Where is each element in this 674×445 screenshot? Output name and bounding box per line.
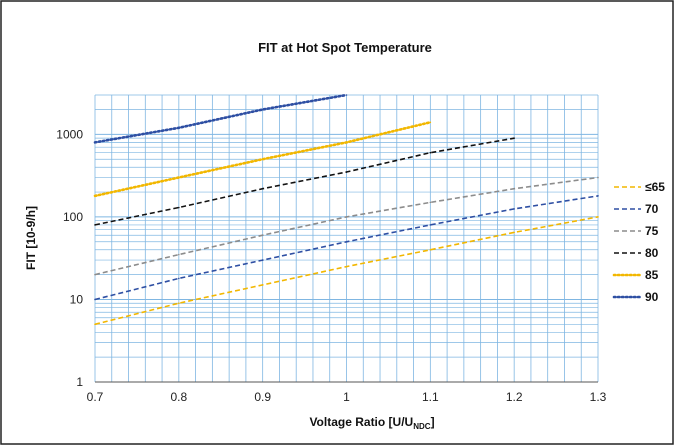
series-point: [261, 259, 264, 261]
x-tick-label: 0.7: [87, 390, 104, 404]
y-tick-label: 1: [76, 375, 83, 389]
series-point: [429, 224, 432, 226]
series-point: [429, 248, 432, 251]
y-tick-label: 1000: [56, 127, 83, 141]
x-tick-label: 1.1: [422, 390, 439, 404]
series-point: [94, 195, 96, 197]
series-point: [345, 216, 348, 218]
legend: ≤65 70 75 80 85 90: [612, 180, 665, 304]
x-tick-label: 1.3: [590, 390, 607, 404]
x-axis-title-main: Voltage Ratio [U/U: [309, 415, 413, 429]
legend-label: 70: [645, 202, 659, 216]
series-point: [513, 137, 515, 139]
series-point: [178, 127, 180, 129]
x-axis-title: Voltage Ratio [U/UNDC]: [309, 415, 434, 431]
x-tick-label: 0.8: [170, 390, 187, 404]
series-point: [94, 298, 96, 301]
series-point: [261, 234, 264, 237]
x-tick-label: 1: [343, 390, 350, 404]
x-tick-label: 0.9: [254, 390, 271, 404]
series-point: [94, 224, 96, 226]
y-tick-label: 10: [70, 292, 84, 306]
series-point: [345, 265, 348, 268]
x-axis-title-subscript: NDC: [413, 422, 431, 431]
series-point: [94, 273, 96, 276]
chart-title: FIT at Hot Spot Temperature: [258, 40, 432, 55]
series-point: [429, 201, 432, 204]
series-point: [345, 171, 348, 173]
y-axis-title: FIT [10-9/h]: [24, 206, 38, 270]
x-tick-label: 1.2: [506, 390, 523, 404]
series-point: [178, 277, 180, 280]
series-point: [94, 323, 96, 326]
series-point: [513, 208, 515, 210]
x-axis-title-end: ]: [431, 415, 435, 429]
series-point: [597, 216, 599, 218]
series-point: [178, 253, 180, 256]
series-point: [513, 231, 515, 234]
series-line-6: [93, 93, 348, 144]
series-point: [178, 302, 180, 305]
series-point: [597, 176, 599, 179]
series-point: [261, 284, 264, 286]
series-point: [345, 240, 348, 243]
series-point: [429, 121, 432, 124]
y-tick-label: 100: [63, 210, 83, 224]
legend-label: 80: [645, 246, 659, 260]
legend-label: 75: [645, 224, 659, 238]
series-point: [345, 94, 348, 96]
series-point: [261, 187, 264, 190]
series-point: [261, 108, 264, 111]
series-point: [261, 158, 264, 161]
legend-label: 90: [645, 290, 659, 304]
series-point: [94, 141, 96, 144]
legend-label: ≤65: [645, 180, 665, 194]
series-point: [178, 176, 180, 179]
series-point: [178, 206, 180, 209]
series-point: [513, 187, 515, 190]
legend-label: 85: [645, 268, 659, 282]
series-point: [345, 141, 348, 144]
series-point: [429, 151, 432, 154]
series-point: [597, 195, 599, 197]
